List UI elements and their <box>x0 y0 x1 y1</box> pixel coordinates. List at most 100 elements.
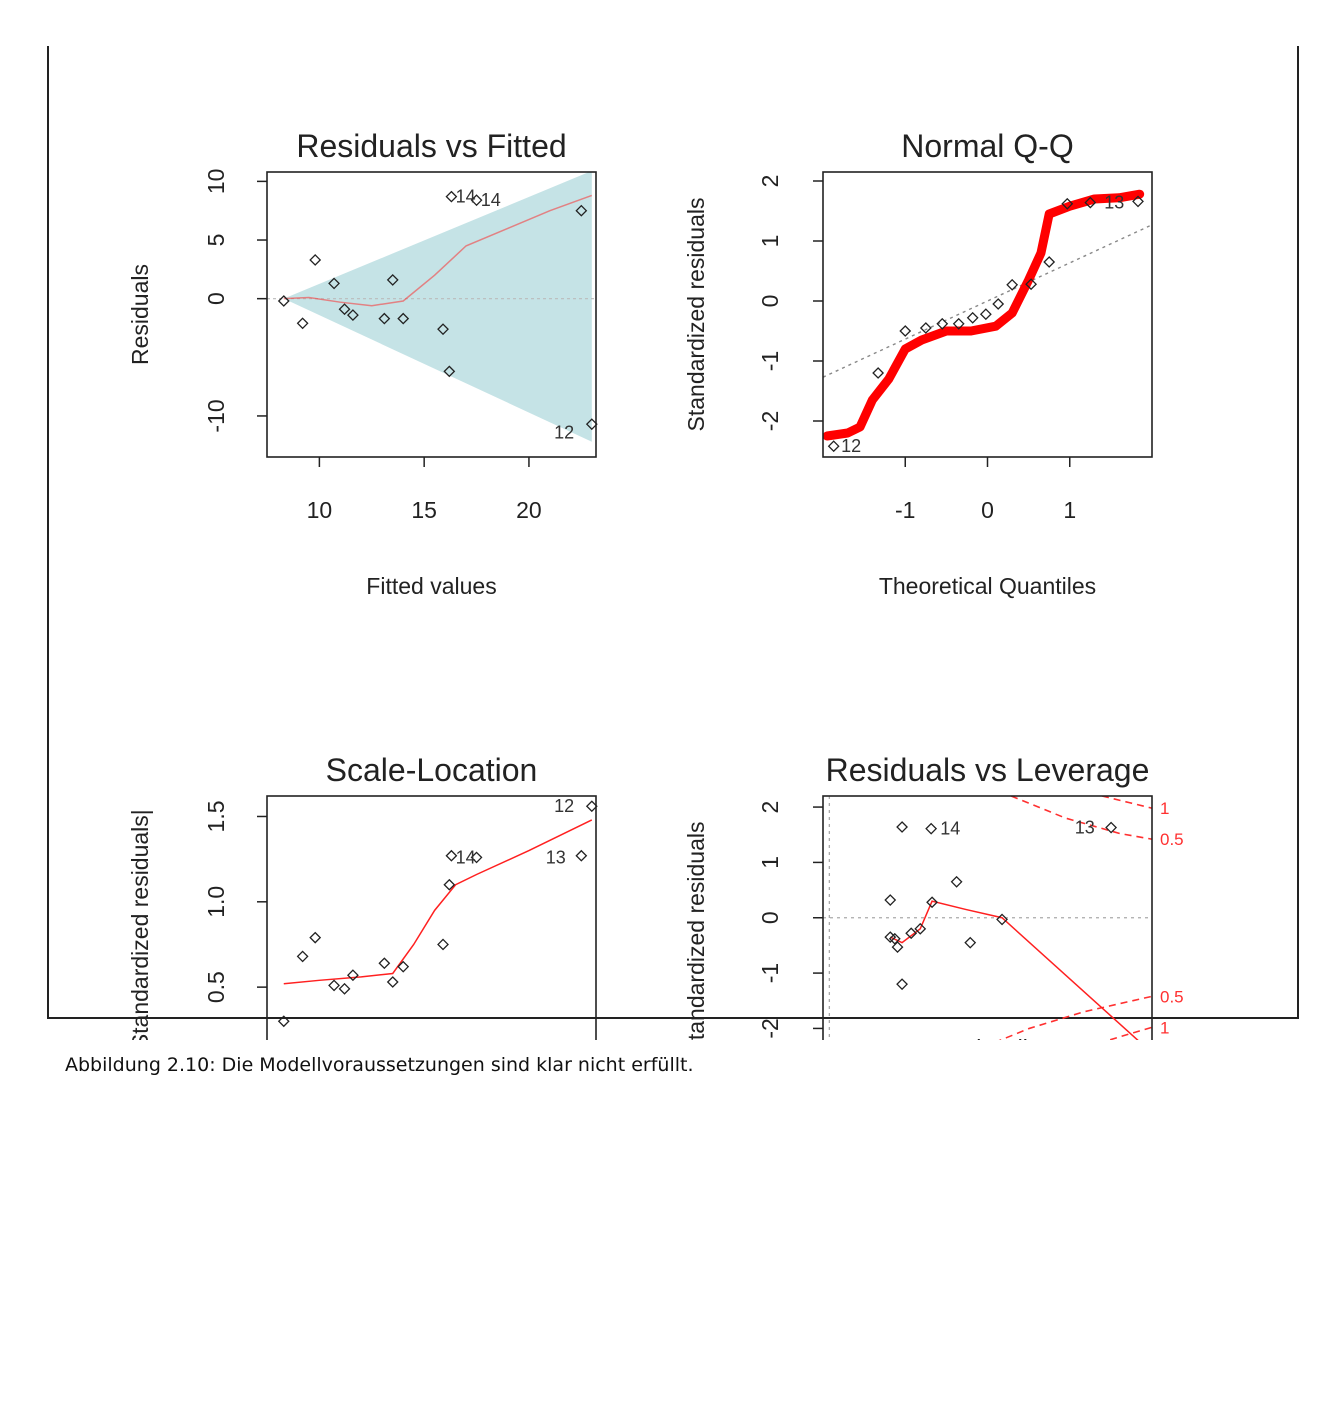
plot-frame <box>822 171 1153 458</box>
data-point <box>950 875 963 888</box>
smooth-line <box>889 900 1139 1040</box>
point-label: 14 <box>481 190 501 210</box>
data-point <box>470 851 483 864</box>
plot-area <box>283 819 593 985</box>
data-point <box>378 957 391 970</box>
chart-panel-1: 14 14 12 Residuals vs Fitted Fitted values Re… <box>127 128 598 599</box>
data-point <box>891 941 904 953</box>
data-point <box>1025 278 1038 291</box>
data-point <box>346 309 359 322</box>
cooks-distance-contour-3 <box>998 995 1152 1040</box>
data-point <box>296 317 309 330</box>
y-tick-label: 0 <box>757 911 783 924</box>
data-point <box>443 365 456 378</box>
data-point <box>979 308 992 321</box>
figure-frame <box>47 46 1299 1019</box>
data-point <box>575 849 588 862</box>
data-point <box>386 976 399 988</box>
data-point <box>996 913 1008 926</box>
data-point <box>964 936 977 949</box>
data-point <box>437 323 449 336</box>
y-tick-label: 1 <box>757 235 783 248</box>
data-point <box>896 821 908 833</box>
data-point <box>926 896 938 909</box>
figure-caption: Abbildung 2.10: Die Modellvoraussetzunge… <box>65 1054 694 1076</box>
chart-title: Normal Q-Q <box>901 128 1073 164</box>
cooks-contour-label: 1 <box>1160 799 1169 818</box>
y-tick-label: 1 <box>757 856 783 869</box>
confidence-band <box>283 172 592 442</box>
x-tick-label: 1 <box>1063 497 1076 523</box>
data-point <box>1043 256 1056 268</box>
data-point <box>386 273 399 286</box>
x-tick-label: -1 <box>895 497 915 523</box>
x-tick-label: 20 <box>516 497 542 523</box>
plot-area <box>823 796 1152 1040</box>
point-label: 14 <box>456 847 476 867</box>
y-axis-label: Standardized residuals <box>683 822 709 1040</box>
plot-frame <box>822 795 1153 1040</box>
plot-frame <box>266 171 597 458</box>
data-point <box>888 932 901 945</box>
y-tick-label: 10 <box>203 169 229 195</box>
data-point <box>397 960 410 973</box>
data-point <box>1084 196 1097 209</box>
plot-area <box>267 172 596 442</box>
data-point <box>1105 821 1118 834</box>
data-point <box>905 927 918 940</box>
y-tick-label: 0 <box>203 292 229 305</box>
data-point <box>437 938 449 951</box>
legend-label: Cook's distance <box>934 1035 1096 1040</box>
point-label: 14 <box>940 819 960 839</box>
chart-panel-4: 141312Residuals vs LeverageLeverageStand… <box>683 752 1184 1040</box>
y-axis-label: Residuals <box>127 264 153 365</box>
data-point <box>445 190 458 203</box>
data-point <box>296 950 309 963</box>
data-point <box>896 978 908 991</box>
data-point <box>445 849 458 862</box>
smooth-line <box>283 819 593 985</box>
data-point <box>936 317 949 330</box>
point-label: 14 <box>456 187 476 207</box>
data-point <box>585 800 598 813</box>
cooks-distance-contour-2 <box>1101 796 1152 809</box>
qq-highlight-line <box>823 189 1145 441</box>
y-tick-label: -10 <box>203 399 229 432</box>
qq-reference-line <box>823 224 1152 378</box>
point-label: 13 <box>1104 193 1124 213</box>
data-point <box>914 922 927 935</box>
y-tick-label: -2 <box>757 1018 783 1038</box>
y-tick-label: 0.5 <box>203 971 229 1003</box>
data-point <box>338 982 351 995</box>
data-point <box>328 277 340 290</box>
data-point <box>899 325 912 337</box>
data-point <box>966 311 979 324</box>
smooth-line <box>283 194 593 307</box>
data-point <box>1061 197 1074 210</box>
cooks-contour-label: 0.5 <box>1160 987 1184 1006</box>
cooks-contour-label: 0.5 <box>1160 830 1184 849</box>
data-point <box>328 979 340 992</box>
point-label: 12 <box>554 422 574 442</box>
y-axis-label: Standardized residuals <box>683 198 709 432</box>
y-tick-label: 1.0 <box>203 886 229 918</box>
data-point <box>575 204 588 217</box>
data-point <box>443 878 456 891</box>
y-tick-label: 5 <box>203 234 229 247</box>
data-point <box>919 322 932 334</box>
data-point <box>378 312 391 325</box>
data-point <box>827 440 840 453</box>
data-point <box>470 194 483 207</box>
x-tick-label: 10 <box>307 497 333 523</box>
y-tick-label: -2 <box>757 411 783 431</box>
data-point <box>277 1015 290 1028</box>
y-tick-label: 2 <box>757 801 783 814</box>
cooks-distance-contour-4 <box>1106 1026 1152 1040</box>
data-point <box>1006 278 1019 291</box>
plot-frame <box>266 795 597 1040</box>
chart-title: Residuals vs Leverage <box>826 752 1150 788</box>
y-tick-label: 0 <box>757 295 783 308</box>
